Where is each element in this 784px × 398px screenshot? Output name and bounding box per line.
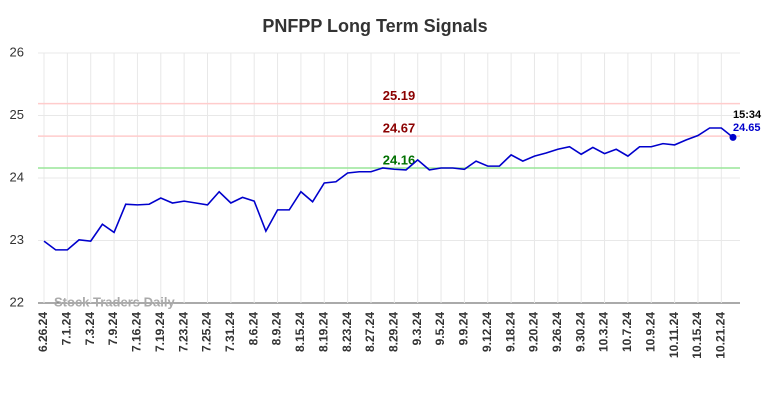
x-tick-label: 7.25.24 (200, 312, 214, 352)
x-tick-label: 9.26.24 (550, 312, 564, 352)
x-tick-label: 10.9.24 (643, 312, 657, 352)
x-tick-label: 8.9.24 (270, 312, 284, 346)
x-tick-label: 7.23.24 (176, 312, 190, 352)
x-tick-label: 6.26.24 (36, 312, 50, 352)
last-point (729, 133, 737, 141)
y-tick-label: 26 (10, 44, 24, 59)
watermark: Stock Traders Daily (54, 294, 175, 309)
x-tick-label: 8.29.24 (387, 312, 401, 352)
x-tick-label: 9.9.24 (457, 312, 471, 346)
x-tick-label: 9.12.24 (480, 312, 494, 352)
x-tick-label: 8.15.24 (293, 312, 307, 352)
y-tick-label: 25 (10, 107, 24, 122)
signal-label: 25.19 (383, 88, 416, 103)
signal-label: 24.67 (383, 121, 416, 136)
x-tick-label: 8.27.24 (363, 312, 377, 352)
last-value: 24.65 (733, 122, 761, 134)
x-tick-label: 9.20.24 (527, 312, 541, 352)
x-tick-label: 8.23.24 (340, 312, 354, 352)
y-tick-label: 22 (10, 294, 24, 309)
y-tick-label: 23 (10, 232, 24, 247)
x-tick-label: 9.3.24 (410, 312, 424, 346)
x-tick-label: 9.30.24 (573, 312, 587, 352)
x-tick-label: 7.1.24 (60, 312, 74, 346)
y-tick-label: 24 (10, 169, 24, 184)
x-tick-label: 10.7.24 (620, 312, 634, 352)
x-tick-label: 9.18.24 (503, 312, 517, 352)
x-tick-label: 7.16.24 (130, 312, 144, 352)
price-line (43, 127, 734, 251)
x-tick-label: 10.21.24 (713, 312, 727, 359)
x-tick-label: 7.3.24 (83, 312, 97, 346)
x-tick-label: 7.31.24 (223, 312, 237, 352)
last-time: 15:34 (733, 109, 762, 121)
x-tick-label: 8.19.24 (316, 312, 330, 352)
x-tick-label: 10.11.24 (667, 312, 681, 358)
x-tick-label: 8.6.24 (246, 312, 260, 346)
signal-label: 24.16 (383, 152, 416, 167)
x-tick-label: 7.19.24 (153, 312, 167, 352)
x-tick-label: 9.5.24 (433, 312, 447, 346)
x-tick-label: 10.3.24 (597, 312, 611, 352)
x-tick-label: 10.15.24 (690, 312, 704, 359)
x-tick-label: 7.9.24 (106, 312, 120, 346)
chart-title: PNFPP Long Term Signals (262, 16, 487, 36)
